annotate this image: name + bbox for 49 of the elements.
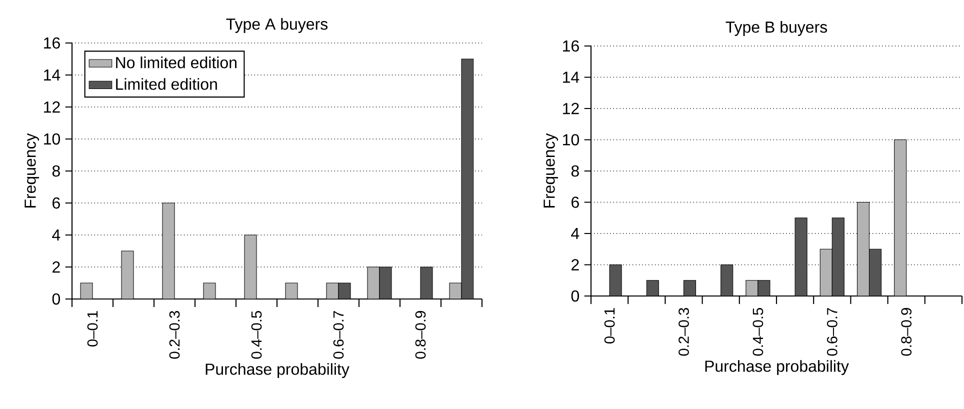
bar [162, 202, 175, 299]
x-tick-label: 0.2–0.3 [169, 311, 180, 359]
y-tick-label: 8 [571, 165, 579, 177]
chart-title: Type A buyers [226, 18, 328, 33]
bar [244, 234, 257, 299]
y-tick-label: 10 [563, 134, 580, 146]
bar [856, 202, 870, 296]
x-tick-label: 0.4–0.5 [251, 311, 262, 359]
x-tick-label: 0.2–0.3 [678, 308, 689, 356]
x-tick-label: 0–0.1 [604, 308, 615, 344]
x-tick-label: 0.8–0.9 [901, 308, 912, 356]
y-tick-label: 6 [572, 196, 579, 208]
legend-label: No limited edition [116, 56, 236, 68]
x-tick-label: 0–0.1 [87, 311, 98, 346]
bar [820, 248, 832, 296]
x-tick-label: 0.6–0.7 [333, 311, 344, 359]
bar [832, 218, 844, 296]
y-tick-label: 2 [572, 259, 579, 270]
y-tick-label: 10 [44, 133, 60, 145]
y-tick-label: 2 [52, 261, 60, 273]
x-tick-label: 0.6–0.7 [826, 308, 838, 356]
y-tick-label: 4 [52, 229, 60, 240]
bar [720, 264, 734, 296]
y-tick-label: 6 [52, 197, 60, 209]
y-tick-label: 8 [52, 165, 60, 177]
legend-label: Limited edition [116, 78, 217, 90]
x-axis-title: Purchase probability [705, 360, 849, 376]
bar [868, 248, 882, 296]
y-tick-label: 12 [44, 101, 60, 113]
y-tick-label: 14 [44, 69, 60, 80]
y-tick-label: 16 [563, 40, 579, 52]
y-tick-label: 0 [52, 293, 60, 305]
bar [794, 218, 808, 296]
bar [461, 58, 474, 299]
x-axis-title: Purchase probability [206, 363, 350, 378]
y-axis-title: Frequency [24, 133, 40, 208]
y-tick-label: 12 [563, 102, 579, 114]
bar [121, 250, 134, 299]
chart-title: Type B buyers [726, 21, 828, 36]
y-tick-label: 16 [44, 37, 60, 49]
bar [683, 280, 696, 296]
bar [894, 139, 907, 296]
x-tick-label: 0.8–0.9 [415, 311, 426, 359]
bar [646, 280, 659, 296]
x-tick-label: 0.4–0.5 [752, 308, 764, 356]
y-tick-label: 14 [563, 72, 580, 83]
y-axis-title: Frequency [544, 133, 558, 208]
y-tick-label: 4 [571, 228, 580, 239]
y-tick-label: 0 [571, 290, 580, 302]
